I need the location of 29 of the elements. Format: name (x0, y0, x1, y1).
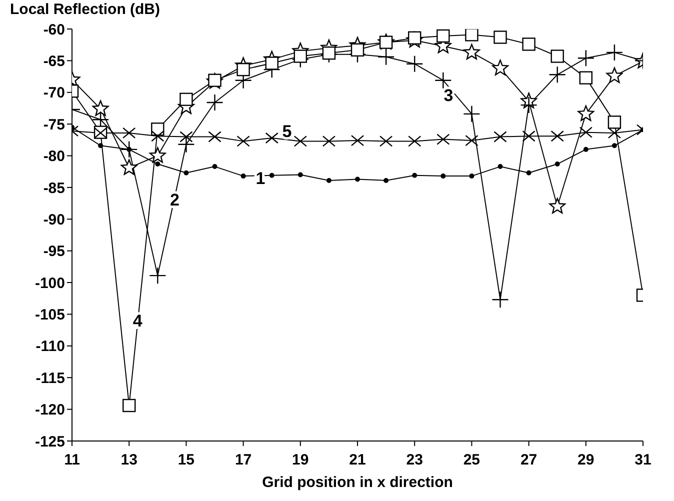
x-tick-label: 21 (349, 452, 366, 469)
x-tick-label: 25 (463, 452, 480, 469)
x-tick-label: 19 (292, 452, 309, 469)
x-tick-label: 29 (578, 452, 594, 469)
y-tick-label: -70 (43, 84, 65, 102)
y-tick-label: -100 (34, 274, 65, 292)
y-tick-label: -95 (43, 243, 65, 260)
y-tick-label: -75 (43, 116, 65, 134)
x-axis-title: Grid position in x direction (262, 474, 453, 491)
y-tick-label: -115 (36, 370, 65, 387)
chart-title: Local Reflection (dB) (10, 1, 160, 18)
y-tick-label: -120 (34, 402, 65, 419)
x-tick-label: 31 (634, 452, 652, 469)
y-tick-label: -60 (43, 21, 65, 38)
y-tick-label: -80 (43, 148, 65, 166)
x-tick-label: 15 (178, 452, 195, 469)
annotation: 3 (444, 86, 454, 105)
y-tick-label: -105 (34, 306, 65, 324)
y-tick-label: -90 (43, 211, 65, 228)
x-tick-label: 17 (234, 452, 252, 469)
y-tick-label: -110 (36, 338, 65, 356)
y-tick-label: -85 (43, 180, 65, 197)
x-tick-label: 23 (406, 452, 423, 469)
y-tick-label: -65 (43, 53, 65, 70)
x-tick-label: 11 (64, 452, 80, 469)
x-tick-label: 13 (120, 452, 138, 469)
y-tick-label: -125 (34, 433, 65, 450)
x-tick-label: 27 (520, 452, 538, 469)
annotation: 5 (282, 122, 292, 141)
